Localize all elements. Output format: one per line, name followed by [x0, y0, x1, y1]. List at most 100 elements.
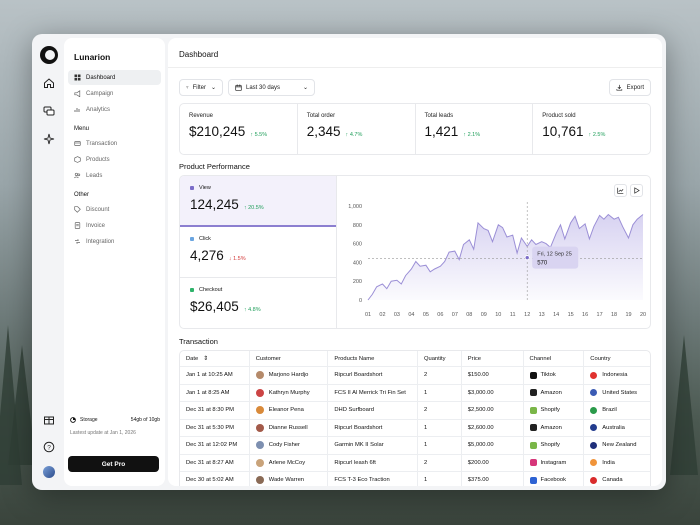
- table-row[interactable]: Dec 31 at 8:27 AM Arlene McCoy Ripcurl lea…: [180, 454, 650, 472]
- cell-text: FCS T-3 Eco Traction: [334, 477, 390, 484]
- stat-change-value: 5.5%: [254, 132, 268, 138]
- table-cell: $2,600.00: [462, 419, 524, 436]
- sidebar-item-analytics[interactable]: Analytics: [68, 102, 161, 117]
- cell-text: $5,000.00: [467, 442, 494, 449]
- dashboard-icon: [74, 74, 81, 81]
- sidebar-item-campaign[interactable]: Campaign: [68, 86, 161, 101]
- arrow-up-icon: ↑: [588, 132, 593, 138]
- table-cell: Dec 31 at 8:30 PM: [180, 402, 250, 419]
- x-tick-label: 11: [510, 312, 516, 318]
- metric-view[interactable]: View 124,245 ↑ 20.5%: [180, 176, 336, 227]
- cell-text: Garmin MK II Solar: [334, 442, 384, 449]
- sidebar-item-discount[interactable]: Discount: [68, 202, 161, 217]
- table-row[interactable]: Jan 1 at 8:25 AM Kathryn Murphy FCS II Al …: [180, 384, 650, 402]
- table-row[interactable]: Dec 31 at 5:30 PM Dianne Russell Ripcurl B…: [180, 419, 650, 437]
- user-avatar[interactable]: [43, 466, 55, 478]
- sidebar-item-transaction[interactable]: Transaction: [68, 136, 161, 151]
- x-tick-label: 02: [379, 312, 385, 318]
- amazon-icon: [529, 389, 537, 397]
- table-row[interactable]: Dec 30 at 5:02 AM Wade Warren FCS T-3 Eco …: [180, 472, 650, 486]
- metric-change-value: 20.5%: [248, 205, 264, 211]
- arrow-up-icon: ↑: [463, 132, 468, 138]
- export-button[interactable]: Export: [609, 79, 651, 96]
- metric-checkout[interactable]: Checkout $26,405 ↑ 4.8%: [180, 278, 336, 328]
- x-tick-label: 13: [539, 312, 545, 318]
- date-range-select[interactable]: Last 30 days ⌄: [228, 79, 315, 96]
- table-cell: Arlene McCoy: [250, 454, 329, 471]
- cell-text: Arlene McCoy: [268, 459, 306, 466]
- column-header-label: Price: [467, 355, 482, 362]
- sidebar-item-label: Campaign: [86, 90, 114, 97]
- column-header-label: Channel: [529, 355, 552, 362]
- facebook-icon: [529, 476, 537, 484]
- cell-text: United States: [602, 389, 638, 396]
- cell-text: 1: [423, 477, 428, 484]
- cell-text: Dec 31 at 12:02 PM: [186, 442, 238, 449]
- sparkle-icon[interactable]: [40, 130, 58, 148]
- metric-click[interactable]: Click 4,276 ↓ 1.5%: [180, 227, 336, 278]
- column-header: Price: [462, 351, 524, 366]
- sidebar-item-integration[interactable]: Integration: [68, 234, 161, 249]
- metric-change: ↓ 1.5%: [229, 256, 246, 262]
- stat-card: Product sold 10,761 ↑ 2.5%: [533, 104, 650, 154]
- sidebar-item-invoice[interactable]: Invoice: [68, 218, 161, 233]
- metric-change: ↑ 4.8%: [244, 307, 261, 313]
- table-cell: Amazon: [524, 419, 585, 436]
- chat-icon[interactable]: [40, 102, 58, 120]
- stat-change: ↑ 5.5%: [250, 132, 267, 138]
- customer-avatar: [255, 406, 264, 415]
- metric-value: 124,245: [190, 197, 239, 212]
- play-button[interactable]: [630, 184, 643, 197]
- stat-card: Total order 2,345 ↑ 4.7%: [298, 104, 416, 154]
- x-tick-label: 18: [611, 312, 617, 318]
- stat-value: 10,761: [542, 124, 584, 139]
- table-row[interactable]: Dec 31 at 12:02 PM Cody Fisher Garmin MK I…: [180, 437, 650, 455]
- filter-button[interactable]: Filter ⌄: [179, 79, 223, 96]
- hover-point[interactable]: [524, 254, 530, 261]
- table-cell: 2: [418, 367, 462, 384]
- y-tick-label: 200: [353, 279, 362, 285]
- cell-text: Ripcurl leash 6ft: [334, 459, 376, 466]
- sidebar-item-dashboard[interactable]: Dashboard: [68, 70, 161, 85]
- main-content: Dashboard Filter ⌄ Last 30 days ⌄ Export…: [168, 38, 662, 486]
- x-tick-label: 15: [568, 312, 574, 318]
- table-row[interactable]: Jan 1 at 10:25 AM Marjono Hardjo Ripcurl B…: [180, 367, 650, 385]
- table-cell: $2,500.00: [462, 402, 524, 419]
- download-icon: [616, 84, 623, 91]
- chart-type-button[interactable]: [614, 184, 627, 197]
- metric-change-value: 4.8%: [248, 307, 261, 313]
- arrow-down-icon: ↓: [228, 256, 234, 262]
- cell-text: Tiktok: [540, 372, 556, 379]
- help-icon[interactable]: ?: [40, 438, 58, 456]
- table-cell: $375.00: [462, 472, 524, 486]
- sidebar-item-label: Transaction: [86, 140, 118, 147]
- stats-panel: Revenue $210,245 ↑ 5.5% Total order 2,345 ↑ 4…: [179, 103, 651, 155]
- column-header: Customer: [250, 351, 329, 366]
- get-pro-button[interactable]: Get Pro: [68, 456, 159, 472]
- sort-icon[interactable]: ⇕: [203, 356, 209, 362]
- y-tick-label: 600: [353, 242, 362, 248]
- stat-change: ↑ 4.7%: [346, 132, 363, 138]
- table-cell: 1: [418, 384, 462, 401]
- table-cell: 1: [418, 437, 462, 454]
- table-cell: Dec 31 at 12:02 PM: [180, 437, 250, 454]
- performance-title: Product Performance: [179, 162, 250, 171]
- arrow-up-icon: ↑: [243, 307, 249, 313]
- column-header[interactable]: Date ⇕: [180, 351, 250, 366]
- flag-icon: [590, 476, 598, 484]
- y-tick-label: 400: [353, 260, 362, 266]
- cell-text: 2: [423, 459, 428, 466]
- table-row[interactable]: Dec 31 at 8:30 PM Eleanor Pena DHD Surfboa…: [180, 402, 650, 420]
- home-icon[interactable]: [40, 74, 58, 92]
- sidebar-item-products[interactable]: Products: [68, 152, 161, 167]
- discount-icon: [74, 206, 81, 213]
- gift-icon[interactable]: [40, 410, 58, 428]
- cell-text: Cody Fisher: [268, 442, 300, 449]
- stat-value: 2,345: [306, 124, 341, 139]
- table-cell: Brazil: [584, 402, 650, 419]
- customer-avatar: [255, 388, 264, 397]
- arrow-up-icon: ↑: [243, 205, 249, 211]
- stat-value: $210,245: [189, 124, 246, 139]
- sidebar-item-leads[interactable]: Leads: [68, 168, 161, 183]
- sidebar-item-label: Invoice: [86, 222, 106, 229]
